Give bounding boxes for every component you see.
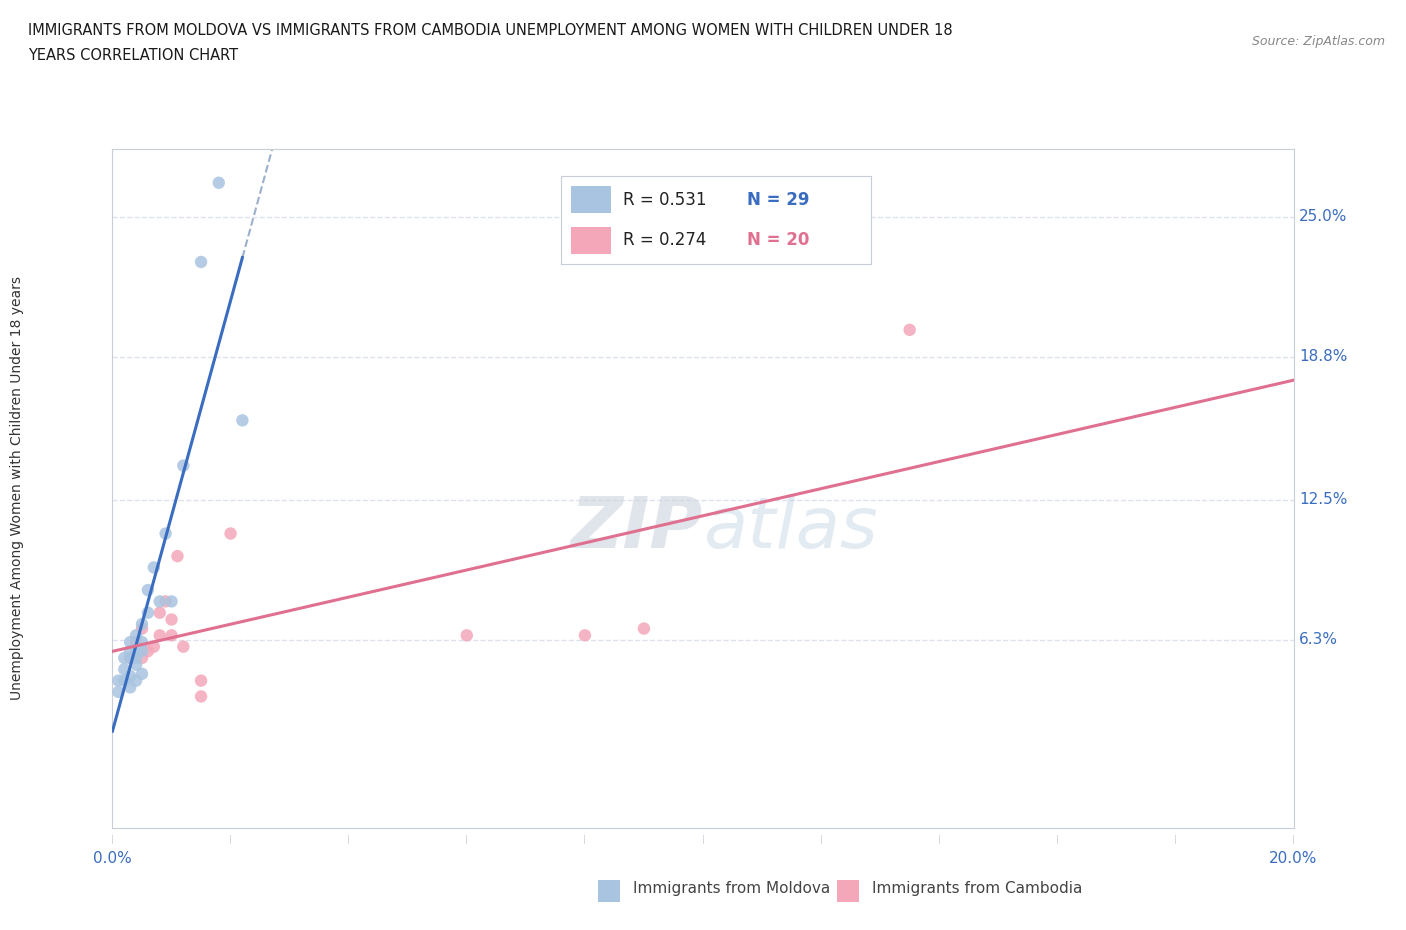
Point	[190, 689, 212, 704]
FancyBboxPatch shape	[571, 227, 610, 254]
Point	[120, 634, 142, 649]
Text: atlas: atlas	[703, 495, 877, 564]
Point	[120, 669, 142, 684]
Text: |: |	[347, 835, 350, 844]
Point	[149, 605, 172, 620]
Point	[172, 639, 194, 654]
Text: Source: ZipAtlas.com: Source: ZipAtlas.com	[1251, 35, 1385, 48]
Text: |: |	[702, 835, 704, 844]
Point	[131, 634, 153, 649]
Point	[131, 667, 153, 682]
Point	[231, 413, 253, 428]
Point	[107, 684, 129, 699]
Point	[125, 628, 148, 643]
Text: 12.5%: 12.5%	[1299, 492, 1347, 507]
Text: |: |	[1174, 835, 1177, 844]
Point	[172, 458, 194, 473]
Point	[120, 651, 142, 666]
Point	[136, 582, 159, 598]
Text: |: |	[938, 835, 941, 844]
Point	[120, 651, 142, 666]
Point	[120, 680, 142, 695]
Text: |: |	[229, 835, 232, 844]
Point	[155, 594, 177, 609]
Point	[219, 526, 242, 541]
FancyBboxPatch shape	[571, 187, 610, 213]
Text: 0.0%: 0.0%	[93, 851, 132, 866]
Point	[131, 617, 153, 631]
Point	[125, 644, 148, 658]
Point	[112, 662, 135, 677]
Point	[166, 549, 188, 564]
Text: 18.8%: 18.8%	[1299, 350, 1347, 365]
Point	[136, 644, 159, 658]
Text: 20.0%: 20.0%	[1270, 851, 1317, 866]
Point	[633, 621, 655, 636]
Text: |: |	[1056, 835, 1059, 844]
Text: Immigrants from Moldova: Immigrants from Moldova	[633, 881, 830, 896]
Point	[898, 323, 921, 338]
Point	[160, 612, 183, 627]
Point	[125, 634, 148, 649]
Text: R = 0.274: R = 0.274	[623, 232, 706, 249]
Point	[149, 594, 172, 609]
Point	[125, 673, 148, 688]
Text: N = 29: N = 29	[747, 191, 810, 208]
Text: N = 20: N = 20	[747, 232, 810, 249]
Text: IMMIGRANTS FROM MOLDOVA VS IMMIGRANTS FROM CAMBODIA UNEMPLOYMENT AMONG WOMEN WIT: IMMIGRANTS FROM MOLDOVA VS IMMIGRANTS FR…	[28, 23, 953, 38]
Point	[160, 628, 183, 643]
Point	[125, 658, 148, 672]
Text: Unemployment Among Women with Children Under 18 years: Unemployment Among Women with Children U…	[10, 276, 24, 700]
Point	[574, 628, 596, 643]
Text: |: |	[820, 835, 823, 844]
Point	[125, 651, 148, 666]
Text: Immigrants from Cambodia: Immigrants from Cambodia	[872, 881, 1083, 896]
Text: |: |	[583, 835, 586, 844]
Text: R = 0.531: R = 0.531	[623, 191, 707, 208]
Point	[149, 628, 172, 643]
Point	[131, 651, 153, 666]
Text: |: |	[111, 835, 114, 844]
Point	[190, 255, 212, 270]
Text: |: |	[1292, 835, 1295, 844]
Point	[131, 621, 153, 636]
Point	[456, 628, 478, 643]
Text: 25.0%: 25.0%	[1299, 209, 1347, 224]
Point	[107, 673, 129, 688]
Point	[190, 673, 212, 688]
Text: 6.3%: 6.3%	[1299, 632, 1339, 647]
Point	[155, 526, 177, 541]
Text: |: |	[465, 835, 468, 844]
Point	[112, 651, 135, 666]
Text: ZIP: ZIP	[571, 495, 703, 564]
Point	[120, 644, 142, 658]
Point	[160, 594, 183, 609]
Point	[208, 175, 231, 191]
Point	[142, 560, 165, 575]
Text: YEARS CORRELATION CHART: YEARS CORRELATION CHART	[28, 48, 238, 63]
Point	[136, 605, 159, 620]
Point	[112, 673, 135, 688]
Point	[131, 644, 153, 658]
Point	[142, 639, 165, 654]
